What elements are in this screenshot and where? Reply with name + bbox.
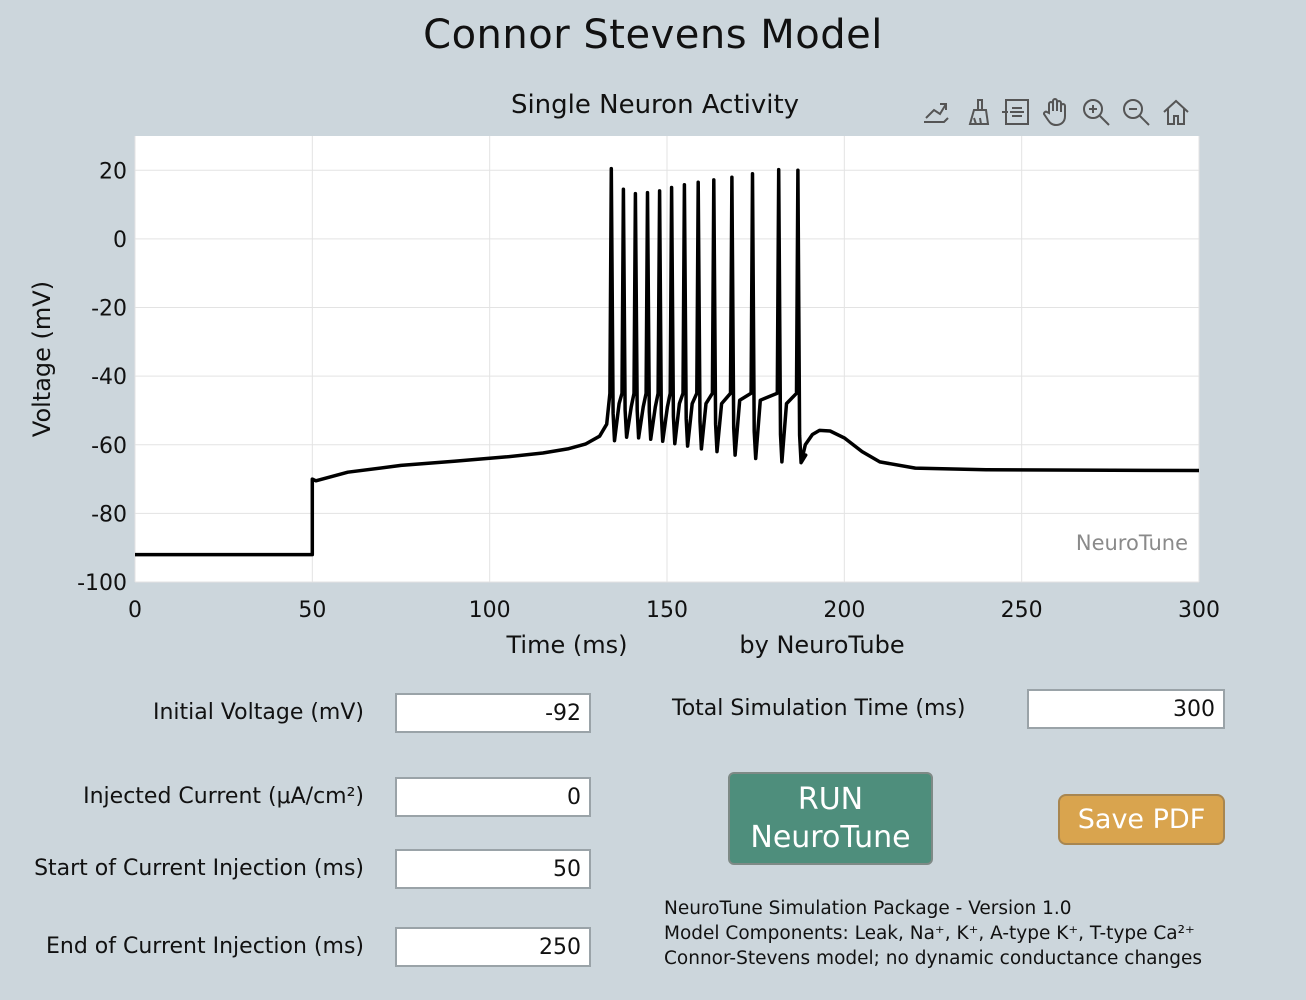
pan-hand-icon[interactable]: [1038, 94, 1074, 130]
initial-voltage-input[interactable]: [395, 693, 591, 733]
home-icon[interactable]: [1158, 94, 1194, 130]
x-tick-label: 150: [646, 598, 688, 623]
export-icon[interactable]: [918, 94, 954, 130]
y-tick-label: 20: [99, 159, 127, 184]
run-button[interactable]: RUN NeuroTune: [728, 772, 933, 865]
x-axis-label: Time (ms): [506, 631, 628, 659]
run-button-line1: RUN: [797, 781, 864, 817]
x-tick-label: 50: [298, 598, 326, 623]
app-title: Connor Stevens Model: [423, 12, 883, 58]
info-description: Connor-Stevens model; no dynamic conduct…: [664, 948, 1202, 969]
initial-voltage-label: Initial Voltage (mV): [152, 700, 364, 725]
gridlines: [134, 136, 1200, 583]
info-version: NeuroTune Simulation Package - Version 1…: [664, 898, 1072, 919]
y-tick-label: -40: [91, 365, 127, 390]
x-tick-label: 200: [823, 598, 865, 623]
start-injection-label: Start of Current Injection (ms): [34, 856, 364, 881]
injected-current-input[interactable]: [395, 777, 591, 817]
save-pdf-button[interactable]: Save PDF: [1058, 794, 1225, 845]
zoom-out-icon[interactable]: [1118, 94, 1154, 130]
x-tick-labels: 0 50 100 150 200 250 300: [128, 598, 1220, 623]
x-tick-label: 250: [1001, 598, 1043, 623]
info-panel: NeuroTune Simulation Package - Version 1…: [664, 896, 1202, 971]
brush-icon[interactable]: [958, 94, 994, 130]
x-tick-label: 0: [128, 598, 142, 623]
y-axis-label: Voltage (mV): [28, 281, 56, 437]
voltage-chart[interactable]: 200-20-40-60-80-100 0 50 100 150 200 250 300 N…: [0, 130, 1306, 670]
datatip-icon[interactable]: [998, 94, 1034, 130]
start-injection-input[interactable]: [395, 849, 591, 889]
voltage-trace: [135, 166, 1200, 557]
watermark: NeuroTune: [1076, 531, 1188, 555]
x-tick-label: 300: [1178, 598, 1220, 623]
total-time-input[interactable]: [1027, 689, 1225, 729]
credit-label: by NeuroTube: [739, 631, 904, 659]
end-injection-label: End of Current Injection (ms): [46, 934, 364, 959]
total-time-label: Total Simulation Time (ms): [672, 696, 966, 721]
y-tick-label: -20: [91, 297, 127, 322]
y-tick-label: -100: [77, 571, 127, 596]
axes-toolbar: [918, 94, 1194, 134]
run-button-line2: NeuroTune: [750, 819, 911, 855]
end-injection-input[interactable]: [395, 927, 591, 967]
injected-current-label: Injected Current (μA/cm²): [83, 784, 364, 809]
y-tick-labels: 20 0 -20 -40 -60 -80 -100: [77, 159, 127, 596]
plot-title: Single Neuron Activity: [510, 90, 800, 120]
y-tick-label: -60: [91, 434, 127, 459]
zoom-in-icon[interactable]: [1078, 94, 1114, 130]
y-tick-label: 0: [113, 228, 127, 253]
info-components: Model Components: Leak, Na⁺, K⁺, A-type …: [664, 923, 1195, 944]
x-tick-label: 100: [469, 598, 511, 623]
y-tick-label: -80: [91, 502, 127, 527]
